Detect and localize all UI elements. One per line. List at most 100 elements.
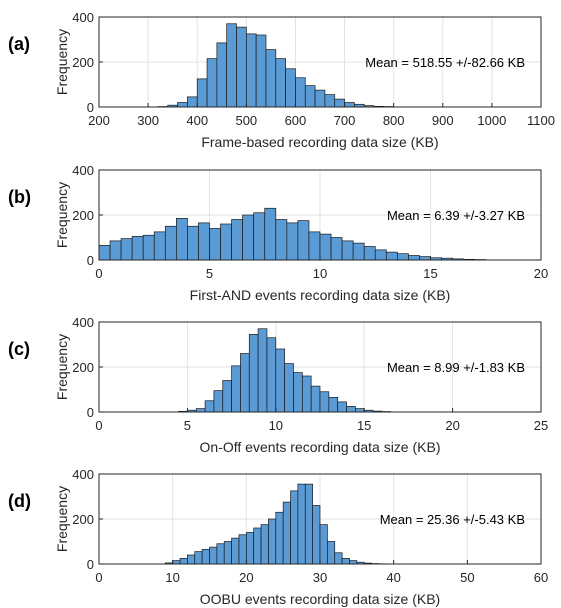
histogram-bar [198, 222, 210, 261]
histogram-bar [236, 26, 247, 108]
histogram-bar [319, 391, 330, 413]
histogram-bar [397, 253, 409, 261]
x-tick-label: 700 [334, 113, 356, 128]
x-tick-label: 15 [423, 266, 437, 281]
x-tick-label: 300 [137, 113, 159, 128]
histogram-bar [238, 534, 247, 565]
histogram-bar [275, 511, 284, 565]
histogram-bar [255, 34, 267, 108]
x-tick-label: 200 [88, 113, 110, 128]
histogram-panel-4: 0 10 20 30 40 50 60 0 200 400 OOBU events recordin… [8, 467, 548, 607]
x-tick-label: 900 [432, 113, 454, 128]
histogram-bar [260, 524, 269, 565]
histogram-bar [209, 228, 221, 261]
histogram-bar [242, 214, 255, 261]
histogram-bar [334, 552, 343, 565]
x-tick-label: 5 [184, 418, 191, 433]
histogram-bar [275, 58, 286, 108]
histogram-bar [284, 363, 294, 413]
x-tick-label: 10 [165, 570, 179, 585]
histogram-bar [327, 541, 336, 565]
histogram-bar [253, 212, 266, 261]
x-tick-label: 10 [313, 266, 327, 281]
y-axis-title: Frequency [54, 29, 70, 95]
panel-label: (b) [8, 187, 31, 207]
histogram-bar [304, 85, 316, 108]
histogram-bar [231, 537, 240, 565]
histogram-bar [295, 77, 306, 108]
x-tick-label: 400 [186, 113, 208, 128]
histogram-bar [408, 255, 420, 261]
x-tick-label: 10 [269, 418, 283, 433]
histogram-bar [275, 348, 285, 413]
y-tick-label: 0 [87, 405, 94, 420]
histogram-bar [341, 558, 350, 565]
histogram-bar [248, 334, 259, 413]
histogram-bar [341, 240, 354, 261]
histogram-bar [265, 49, 277, 108]
histogram-bar [312, 505, 321, 565]
histogram-bar [196, 78, 208, 108]
x-axis-title: First-AND events recording data size (KB… [190, 287, 451, 303]
y-tick-label: 200 [72, 512, 94, 527]
histogram-bar [204, 400, 215, 413]
x-axis-title: On-Off events recording data size (KB) [200, 439, 441, 455]
x-tick-label: 15 [357, 418, 371, 433]
histogram-bar [301, 375, 312, 413]
histogram-bar [328, 397, 339, 413]
histogram-bar [346, 406, 356, 413]
histogram-bar [179, 558, 188, 565]
x-tick-label: 0 [95, 570, 102, 585]
histogram-bar [220, 223, 232, 261]
histogram-bar [187, 96, 198, 108]
histogram-bar [240, 353, 250, 413]
x-tick-label: 20 [534, 266, 548, 281]
x-tick-label: 20 [445, 418, 459, 433]
y-tick-label: 400 [72, 467, 94, 482]
histogram-bar [153, 231, 166, 261]
histogram-bar [206, 58, 218, 108]
histogram-bar [330, 237, 343, 261]
histogram-bar [314, 89, 326, 108]
histogram-bar [222, 380, 232, 413]
y-tick-label: 0 [87, 557, 94, 572]
y-tick-label: 400 [72, 315, 94, 330]
x-tick-label: 600 [285, 113, 307, 128]
histogram-bar [226, 23, 237, 108]
histogram-bar [352, 242, 365, 261]
x-tick-label: 500 [235, 113, 257, 128]
histogram-bar [231, 365, 241, 413]
y-tick-label: 200 [72, 55, 94, 70]
x-tick-label: 20 [239, 570, 253, 585]
histogram-bar [285, 68, 296, 108]
x-tick-label: 60 [534, 570, 548, 585]
x-tick-label: 50 [460, 570, 474, 585]
histogram-bar [109, 240, 122, 261]
histogram-panel-1: 200 300 400 500 600 700 800 900 1000 11000200400F… [8, 10, 555, 150]
mean-annotation: Mean = 6.39 +/-3.27 KB [387, 208, 525, 223]
histogram-bar [290, 490, 299, 565]
x-axis-title: OOBU events recording data size (KB) [200, 591, 440, 607]
mean-annotation: Mean = 25.36 +/-5.43 KB [380, 512, 525, 527]
histogram-bar [264, 207, 277, 261]
histogram-bar [142, 234, 155, 261]
panel-label: (a) [8, 34, 30, 54]
histogram-bar [374, 249, 387, 261]
histogram-bar [164, 225, 177, 261]
histogram-bar [266, 337, 277, 413]
histogram-bar [349, 560, 358, 565]
histogram-bar [310, 385, 321, 413]
x-tick-label: 0 [95, 266, 102, 281]
mean-annotation: Mean = 518.55 +/-82.66 KB [365, 55, 525, 70]
histogram-bar [268, 518, 277, 565]
panel-label: (c) [8, 339, 30, 359]
histogram-bar [176, 218, 188, 261]
histogram-bar [337, 401, 347, 413]
histogram-bar [293, 372, 303, 413]
histogram-bar [194, 551, 203, 565]
histogram-panel-3: 0 5 10 15 20 25 0 200 400 On-Off events recording… [8, 315, 548, 455]
histogram-bar [319, 524, 328, 565]
histogram-bar [201, 549, 210, 565]
